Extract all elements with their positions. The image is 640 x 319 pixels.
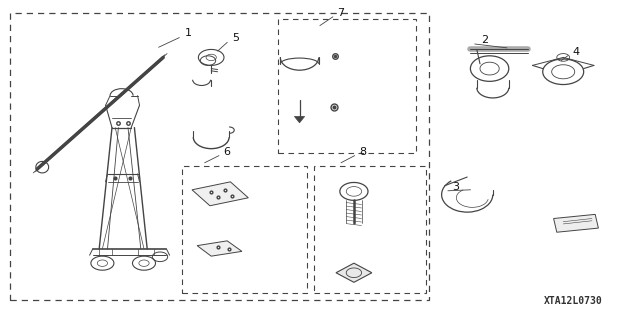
Text: 1: 1 bbox=[186, 28, 192, 39]
Polygon shape bbox=[192, 182, 248, 206]
Polygon shape bbox=[336, 263, 372, 282]
Polygon shape bbox=[294, 116, 305, 123]
Polygon shape bbox=[197, 241, 242, 256]
Text: 2: 2 bbox=[481, 35, 488, 45]
Text: 4: 4 bbox=[572, 47, 580, 57]
Text: 7: 7 bbox=[337, 8, 345, 18]
Text: 5: 5 bbox=[232, 33, 239, 43]
Text: 3: 3 bbox=[452, 182, 459, 192]
Text: 8: 8 bbox=[359, 146, 367, 157]
Polygon shape bbox=[554, 214, 598, 232]
Text: XTA12L0730: XTA12L0730 bbox=[543, 296, 602, 307]
Text: 6: 6 bbox=[224, 146, 230, 157]
